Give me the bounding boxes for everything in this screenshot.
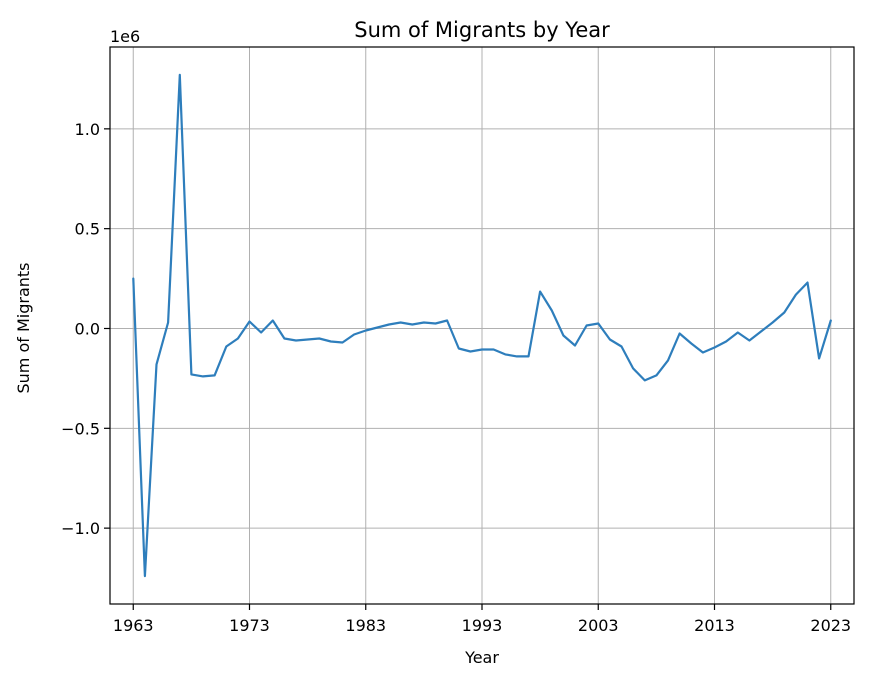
x-tick-label: 2013 [694,616,735,635]
axis-ticks: 1963 1973 1983 1993 2003 2013 2023 −1.0 −0.5 0.0 0… [61,120,851,635]
y-tick-label: 0.5 [75,220,100,239]
x-tick-label: 1973 [229,616,270,635]
x-tick-label: 1963 [113,616,154,635]
y-axis-scale-label: 1e6 [110,27,140,46]
x-tick-label: 2003 [578,616,619,635]
y-tick-label: 0.0 [75,319,100,338]
y-tick-label: 1.0 [75,120,100,139]
x-tick-label: 1983 [345,616,386,635]
series-line [132,73,832,578]
y-tick-label: −0.5 [61,419,100,438]
x-tick-label: 2023 [810,616,851,635]
x-axis-label: Year [464,648,499,667]
y-axis-label: Sum of Migrants [14,262,33,393]
grid-lines [110,47,854,604]
chart-title: Sum of Migrants by Year [354,18,610,42]
series-layer [132,73,832,578]
x-tick-label: 1993 [462,616,503,635]
y-tick-label: −1.0 [61,519,100,538]
